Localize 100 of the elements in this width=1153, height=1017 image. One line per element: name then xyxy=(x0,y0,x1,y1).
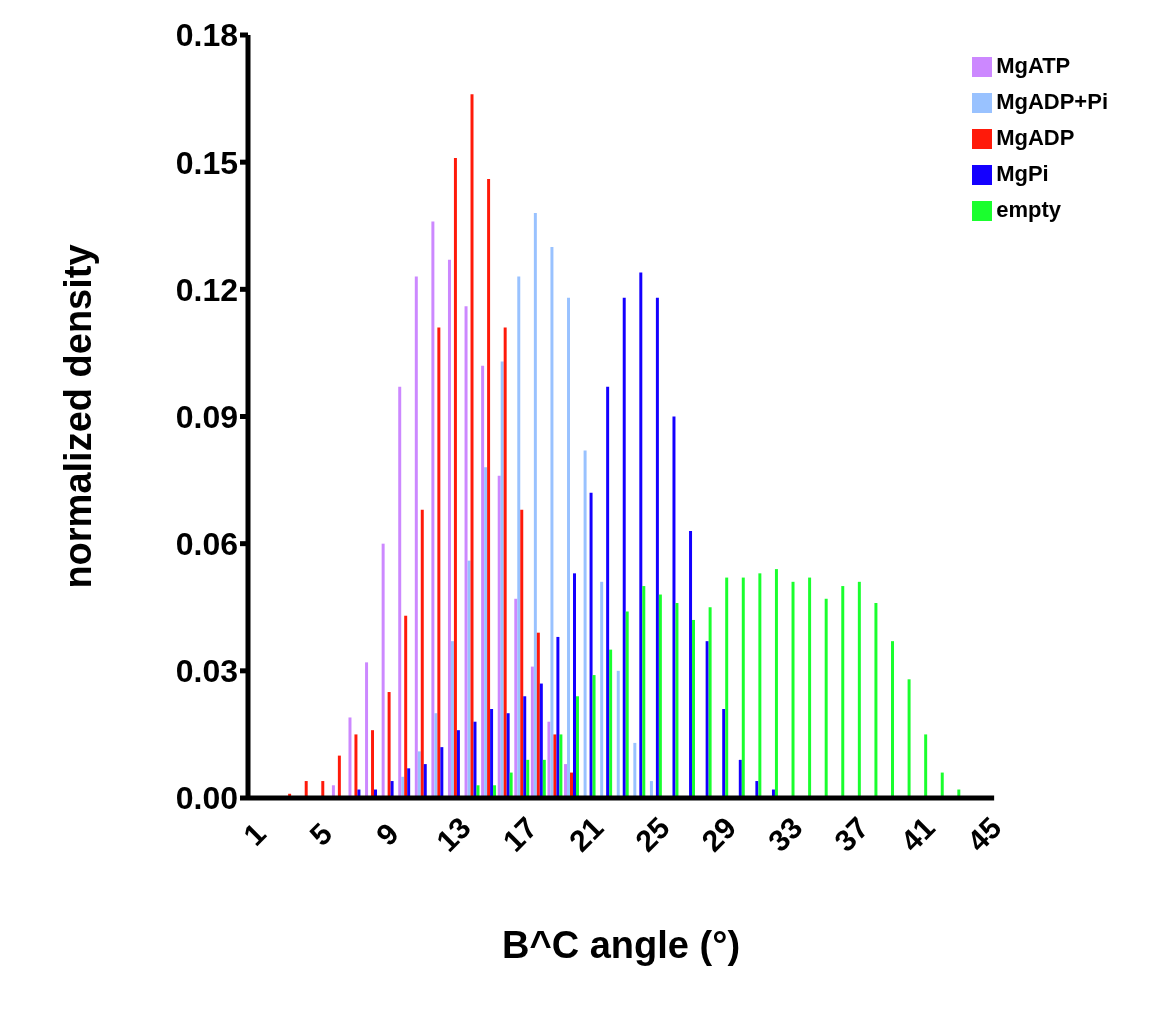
y-tick-label: 0.12 xyxy=(175,271,238,308)
bar xyxy=(589,492,593,798)
bar xyxy=(337,755,341,798)
y-tick-label: 0.15 xyxy=(175,144,238,181)
x-tick-label: 25 xyxy=(628,810,676,858)
y-tick-label: 0.18 xyxy=(175,17,238,54)
y-tick-label: 0.09 xyxy=(175,398,238,435)
bar xyxy=(808,577,812,798)
bar xyxy=(509,772,513,798)
bar xyxy=(423,764,427,798)
y-tick-label: 0.06 xyxy=(175,526,238,563)
legend-label: MgPi xyxy=(996,161,1049,186)
bar xyxy=(583,450,587,798)
legend-label: empty xyxy=(996,197,1061,222)
bar xyxy=(447,259,451,798)
x-tick-label: 13 xyxy=(429,810,477,858)
bar xyxy=(758,573,762,798)
bar xyxy=(547,721,551,798)
x-axis-title: B^C angle (°) xyxy=(502,924,741,966)
bar xyxy=(467,560,471,798)
bar xyxy=(365,662,369,798)
bar xyxy=(689,530,693,798)
bar xyxy=(692,619,696,798)
bar xyxy=(354,734,358,798)
bar xyxy=(437,327,441,798)
bar xyxy=(420,509,424,798)
x-tick-label: 17 xyxy=(496,810,544,858)
x-tick-label: 29 xyxy=(695,810,743,858)
bar xyxy=(533,213,537,798)
y-tick-label: 0.00 xyxy=(175,780,238,817)
bar xyxy=(526,759,530,798)
bar xyxy=(517,276,521,798)
x-tick-label: 9 xyxy=(369,816,405,852)
bar xyxy=(381,543,385,798)
x-tick-label: 33 xyxy=(761,810,809,858)
bar xyxy=(774,569,778,798)
x-tick-label: 37 xyxy=(827,810,875,858)
bar xyxy=(404,615,408,798)
bar xyxy=(791,581,795,798)
bar xyxy=(824,598,828,798)
bar xyxy=(407,768,411,798)
bar xyxy=(572,573,576,798)
bar xyxy=(453,157,457,798)
bar xyxy=(672,416,676,798)
bar xyxy=(741,577,745,798)
bar xyxy=(857,581,861,798)
x-tick-label: 21 xyxy=(562,810,610,858)
legend-label: MgATP xyxy=(996,53,1071,78)
bar xyxy=(520,509,524,798)
bar xyxy=(503,327,507,798)
bar xyxy=(523,696,527,798)
bar xyxy=(633,742,637,798)
bar xyxy=(434,713,438,798)
bar xyxy=(675,603,679,798)
bar xyxy=(536,632,540,798)
bar xyxy=(500,361,504,798)
bar xyxy=(530,666,534,798)
bar xyxy=(841,586,845,798)
bar xyxy=(559,734,563,798)
bar xyxy=(550,246,554,798)
bar xyxy=(622,297,626,798)
bar xyxy=(456,730,460,798)
bar xyxy=(450,641,454,798)
y-tick-label: 0.03 xyxy=(175,653,238,690)
bar xyxy=(542,759,546,798)
bar xyxy=(553,734,557,798)
x-tick-label: 45 xyxy=(960,810,1008,858)
bar xyxy=(484,467,488,798)
bar xyxy=(464,306,468,798)
bar xyxy=(567,297,571,798)
bar xyxy=(490,708,494,798)
legend-label: MgADP+Pi xyxy=(996,89,1108,114)
bar xyxy=(625,611,629,798)
bar xyxy=(497,475,501,798)
bar xyxy=(401,776,405,798)
bar xyxy=(348,717,352,798)
bar xyxy=(639,272,643,798)
bar xyxy=(658,594,662,798)
bar xyxy=(417,751,421,798)
bar xyxy=(940,772,944,798)
bar xyxy=(616,670,620,798)
bar xyxy=(725,577,729,798)
bar xyxy=(606,386,610,798)
bar xyxy=(506,713,510,798)
bar xyxy=(708,607,712,798)
bar xyxy=(600,581,604,798)
bar xyxy=(470,94,474,798)
y-axis-title: normalized density xyxy=(57,244,100,589)
bar xyxy=(907,679,911,798)
bar xyxy=(398,386,402,798)
bar xyxy=(514,598,518,798)
bar xyxy=(874,603,878,798)
bar xyxy=(440,747,444,798)
bar xyxy=(575,696,579,798)
bar xyxy=(487,179,491,798)
bar xyxy=(592,675,596,798)
bar xyxy=(414,276,418,798)
bar xyxy=(387,692,391,798)
bar xyxy=(431,221,435,798)
bar xyxy=(705,641,709,798)
